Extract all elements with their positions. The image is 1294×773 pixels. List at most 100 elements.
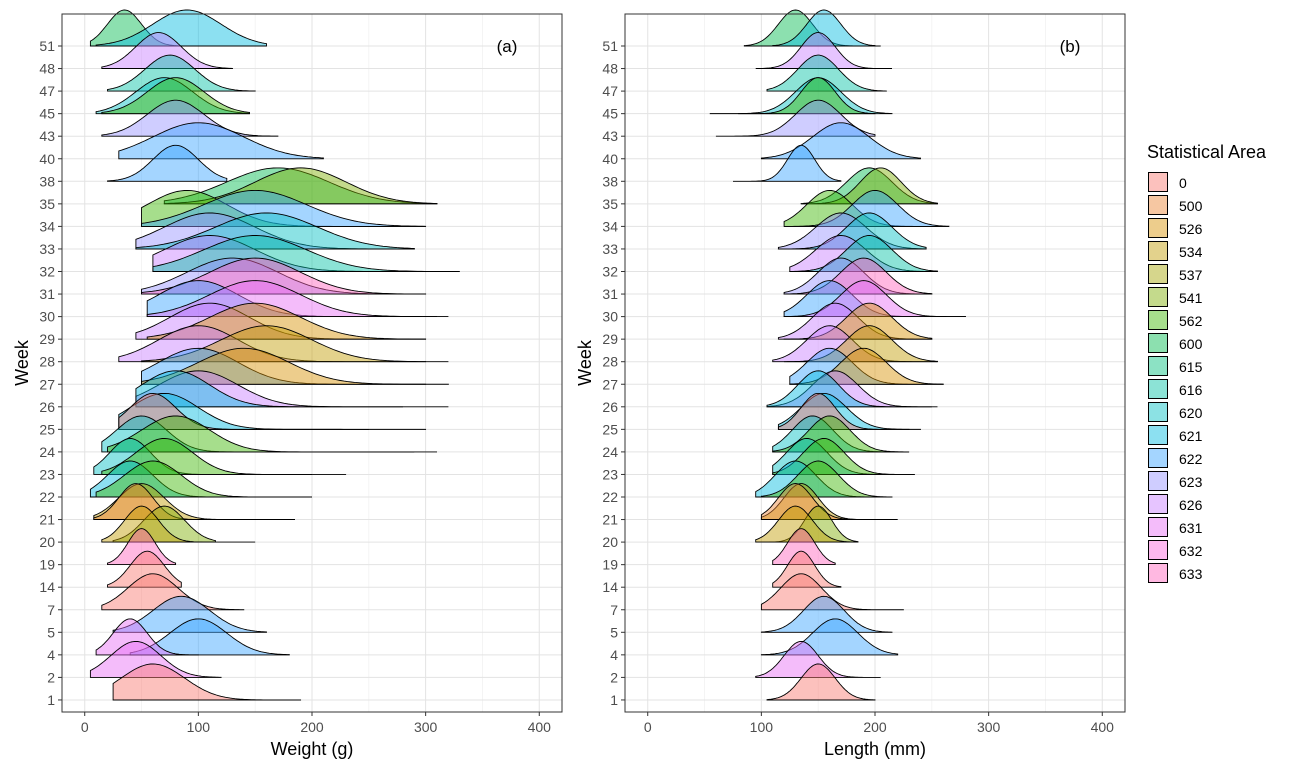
y-tick-label: 38: [602, 173, 618, 189]
legend-label: 0: [1179, 175, 1187, 191]
ridge-week-25-area-0: [777, 392, 910, 430]
y-tick-label: 7: [610, 602, 618, 618]
ridge-week-21-area-534: [93, 483, 295, 520]
ridge-week-45-area-562: [101, 77, 250, 115]
legend-label: 620: [1179, 405, 1203, 421]
y-tick-label: 33: [39, 241, 55, 257]
x-tick-label: 300: [977, 719, 1001, 735]
legend-key: [1148, 172, 1168, 192]
ridges: [89, 9, 460, 701]
ridge-week-34-area-622: [141, 189, 427, 227]
legend-label: 526: [1179, 221, 1203, 237]
legend-key: [1148, 402, 1168, 422]
legend-key: [1148, 517, 1168, 537]
ridge-week-43-area-623: [715, 99, 876, 137]
y-tick-label: 32: [39, 264, 55, 280]
ridge-week-35-area-600: [163, 167, 438, 205]
y-tick-label: 32: [602, 264, 618, 280]
ridge-week-5-area-622: [112, 595, 267, 633]
x-axis-title: Length (mm): [824, 739, 926, 759]
ridge-week-14-area-0: [772, 550, 842, 588]
ridge-week-45-area-620: [95, 77, 250, 115]
y-tick-label: 47: [602, 83, 618, 99]
ridge-week-31-area-633: [783, 257, 933, 295]
y-tick-label: 30: [602, 309, 618, 325]
ridge-week-22-area-562: [95, 460, 278, 498]
y-tick-label: 19: [602, 557, 618, 573]
legend-label: 537: [1179, 267, 1203, 283]
ridge-week-40-area-622: [118, 122, 324, 160]
y-tick-label: 25: [602, 421, 618, 437]
legend-key: [1148, 264, 1168, 284]
y-axis-title: Week: [12, 339, 32, 386]
legend-label: 631: [1179, 520, 1203, 536]
y-tick-label: 2: [47, 669, 55, 685]
legend-label: 600: [1179, 336, 1203, 352]
legend-label: 562: [1179, 313, 1203, 329]
y-tick-label: 40: [39, 151, 55, 167]
legend-key: [1148, 195, 1168, 215]
y-tick-label: 2: [610, 669, 618, 685]
y-tick-label: 48: [602, 61, 618, 77]
y-tick-label: 51: [602, 38, 618, 54]
ridge-week-4-area-631: [95, 618, 199, 656]
ridge-week-47-area-616: [766, 54, 887, 92]
y-tick-label: 24: [602, 444, 618, 460]
y-tick-label: 23: [602, 466, 618, 482]
y-tick-label: 28: [39, 354, 55, 370]
ridge-week-29-area-526: [783, 302, 933, 340]
legend-key: [1148, 471, 1168, 491]
legend-label: 500: [1179, 198, 1203, 214]
ridge-week-29-area-526: [146, 302, 427, 340]
x-tick-label: 100: [750, 719, 774, 735]
y-tick-label: 20: [602, 534, 618, 550]
y-tick-label: 1: [610, 692, 618, 708]
panel-b: 1245714192021222324252627282930313233343…: [575, 9, 1126, 759]
legend-key: [1148, 379, 1168, 399]
ridge-week-14-area-0: [107, 550, 182, 588]
ridge-week-24-area-562: [107, 415, 437, 453]
ridge-week-32-area-626: [789, 235, 938, 272]
ridge-week-30-area-631: [146, 280, 437, 318]
y-tick-label: 35: [602, 196, 618, 212]
y-tick-label: 22: [602, 489, 618, 505]
ridge-week-40-area-622: [760, 122, 921, 160]
ridge-week-48-area-626: [755, 32, 892, 69]
y-tick-label: 31: [39, 286, 55, 302]
ridge-week-32-area-616: [789, 235, 938, 272]
ridge-week-48-area-626: [101, 32, 233, 69]
x-tick-label: 0: [81, 719, 89, 735]
ridge-week-38-area-622: [107, 144, 228, 182]
legend-key: [1148, 448, 1168, 468]
y-tick-label: 25: [39, 421, 55, 437]
y-tick-label: 24: [39, 444, 55, 460]
y-tick-label: 20: [39, 534, 55, 550]
y-tick-label: 4: [47, 647, 55, 663]
y-tick-label: 1: [47, 692, 55, 708]
x-tick-label: 0: [644, 719, 652, 735]
y-tick-label: 14: [602, 579, 618, 595]
ridge-week-21-area-500: [93, 483, 256, 520]
legend-key: [1148, 218, 1168, 238]
legend-key: [1148, 287, 1168, 307]
y-tick-label: 45: [602, 106, 618, 122]
y-tick-label: 7: [47, 602, 55, 618]
ridge-week-32-area-616: [152, 235, 460, 272]
ridge-week-25-area-0: [118, 392, 369, 430]
ridge-week-20-area-534: [755, 505, 859, 543]
ridge-week-28-area-534: [141, 325, 427, 363]
y-tick-label: 27: [602, 376, 618, 392]
legend-label: 623: [1179, 474, 1203, 490]
ridge-week-47-area-616: [107, 54, 256, 92]
y-tick-label: 29: [39, 331, 55, 347]
ridge-week-19-area-633: [107, 528, 177, 566]
legend-label: 541: [1179, 290, 1203, 306]
ridge-week-26-area-621: [766, 370, 932, 408]
ridge-week-1-area-0: [766, 663, 876, 701]
legend-key: [1148, 563, 1168, 583]
ridge-week-21-area-534: [760, 483, 898, 520]
ridge-week-19-area-633: [772, 528, 836, 566]
y-tick-label: 22: [39, 489, 55, 505]
legend-title: Statistical Area: [1147, 142, 1267, 162]
